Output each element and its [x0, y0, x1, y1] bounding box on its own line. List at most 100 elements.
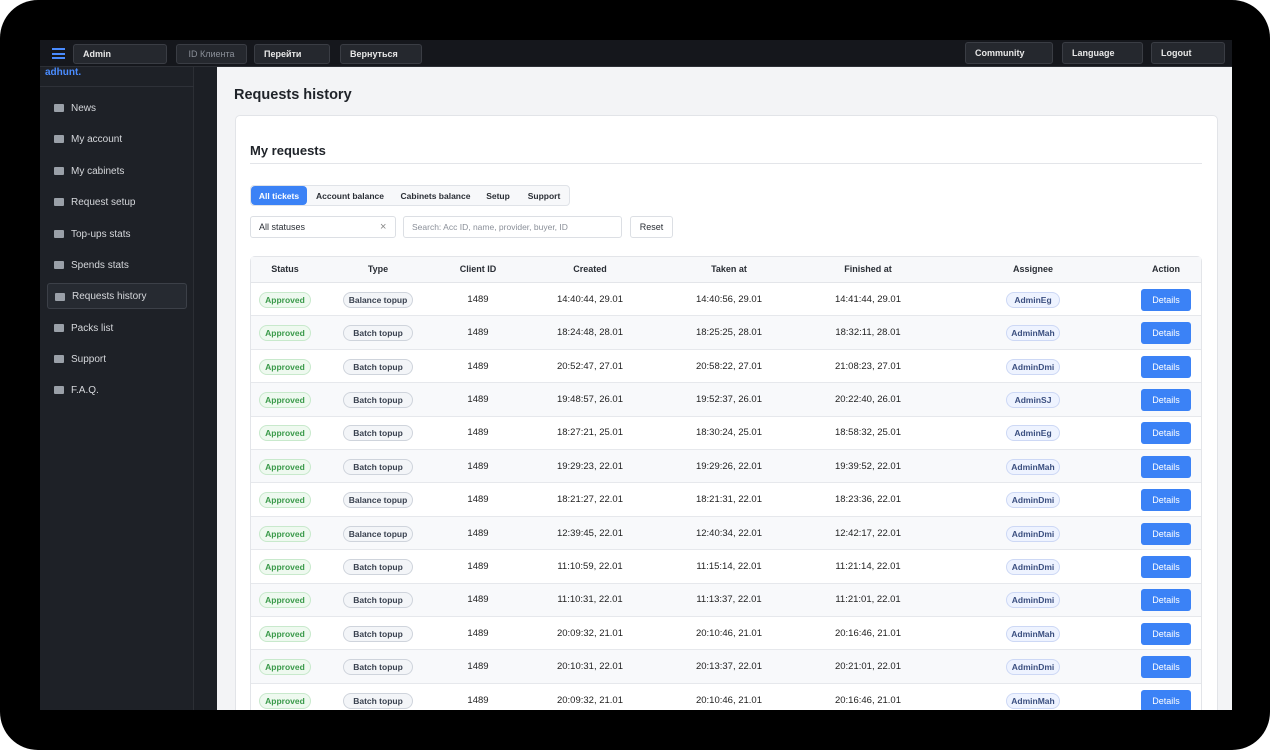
sidebar-icon	[54, 386, 64, 394]
sidebar-item[interactable]: Top-ups stats	[47, 221, 187, 247]
table-cell: 19:29:26, 22.01	[695, 460, 763, 472]
tab[interactable]: All tickets	[251, 186, 307, 205]
details-button[interactable]: Details	[1141, 355, 1191, 378]
status-badge: Approved	[259, 425, 311, 442]
table-cell: 14:40:56, 29.01	[695, 293, 763, 305]
type-badge: Batch topup	[343, 625, 413, 642]
back-button[interactable]: Вернуться	[340, 44, 422, 64]
type-badge: Balance topup	[343, 291, 413, 308]
type-badge: Batch topup	[343, 592, 413, 609]
table-cell: 1489	[467, 661, 489, 673]
screen: Admin ID Клиента Перейти Вернуться Community…	[40, 40, 1232, 710]
assignee-badge: AdminDmi	[1006, 492, 1060, 509]
client-id-input[interactable]: ID Клиента	[176, 44, 247, 64]
table-cell: 14:40:44, 29.01	[556, 293, 624, 305]
search-input[interactable]: Search: Acc ID, name, provider, buyer, I…	[403, 216, 622, 238]
menu-bar	[52, 52, 65, 55]
sidebar-item[interactable]: My cabinets	[47, 158, 187, 184]
table-cell: 11:10:59, 22.01	[557, 560, 623, 572]
assignee-badge: AdminMah	[1006, 692, 1060, 709]
type-badge: Batch topup	[343, 558, 413, 575]
card-title: My requests	[250, 143, 326, 158]
table-cell: 19:48:57, 26.01	[556, 393, 624, 405]
details-button[interactable]: Details	[1141, 589, 1191, 612]
type-badge: Batch topup	[343, 692, 413, 709]
details-button[interactable]: Details	[1141, 322, 1191, 345]
table-cell: 18:23:36, 22.01	[834, 494, 902, 506]
column-header: Assignee	[1012, 264, 1054, 274]
type-badge: Batch topup	[343, 458, 413, 475]
table-cell: 11:10:31, 22.01	[557, 594, 623, 606]
sidebar-item[interactable]: My account	[47, 126, 187, 152]
reset-button[interactable]: Reset	[630, 216, 673, 238]
logout-button[interactable]: Logout	[1151, 42, 1225, 64]
sidebar-divider	[40, 86, 194, 87]
sidebar-icon	[55, 293, 65, 301]
sidebar-item[interactable]: Request setup	[47, 189, 187, 215]
type-badge: Batch topup	[343, 391, 413, 408]
details-button[interactable]: Details	[1141, 455, 1191, 478]
type-badge: Batch topup	[343, 659, 413, 676]
language-button[interactable]: Language	[1062, 42, 1143, 64]
sidebar-icon	[54, 135, 64, 143]
details-button[interactable]: Details	[1141, 489, 1191, 512]
table-cell: 20:16:46, 21.01	[834, 627, 902, 639]
details-button[interactable]: Details	[1141, 388, 1191, 411]
details-button[interactable]: Details	[1141, 555, 1191, 578]
tab[interactable]: Setup	[486, 190, 510, 201]
table-cell: 12:40:34, 22.01	[695, 527, 763, 539]
tab[interactable]: Support	[527, 190, 561, 201]
table-cell: 18:21:27, 22.01	[556, 494, 624, 506]
table-cell: 12:39:45, 22.01	[556, 527, 624, 539]
column-header: Finished at	[844, 264, 892, 274]
status-badge: Approved	[259, 391, 311, 408]
table-cell: 19:39:52, 22.01	[834, 460, 902, 472]
table-cell: 20:13:37, 22.01	[695, 661, 763, 673]
table-cell: 1489	[467, 327, 489, 339]
tab[interactable]: Cabinets balance	[400, 190, 471, 201]
table-cell: 11:15:14, 22.01	[696, 560, 762, 572]
column-header: Type	[367, 264, 389, 274]
user-dropdown[interactable]: Admin	[73, 44, 167, 64]
assignee-badge: AdminSJ	[1006, 391, 1060, 408]
details-button[interactable]: Details	[1141, 288, 1191, 311]
sidebar-icon	[54, 167, 64, 175]
status-badge: Approved	[259, 358, 311, 375]
status-badge: Approved	[259, 458, 311, 475]
community-button[interactable]: Community	[965, 42, 1053, 64]
table-cell: 18:21:31, 22.01	[695, 494, 763, 506]
table-cell: 19:29:23, 22.01	[556, 460, 624, 472]
assignee-badge: AdminDmi	[1006, 659, 1060, 676]
table-cell: 20:10:31, 22.01	[556, 661, 624, 673]
details-button[interactable]: Details	[1141, 422, 1191, 445]
details-button[interactable]: Details	[1141, 622, 1191, 645]
assignee-badge: AdminMah	[1006, 458, 1060, 475]
assignee-badge: AdminDmi	[1006, 525, 1060, 542]
table-cell: 20:10:46, 21.01	[695, 694, 763, 706]
sidebar-item[interactable]: F.A.Q.	[47, 377, 187, 403]
status-badge: Approved	[259, 659, 311, 676]
sidebar-item[interactable]: Packs list	[47, 315, 187, 341]
table-cell: 20:22:40, 26.01	[834, 393, 902, 405]
table-cell: 18:24:48, 28.01	[556, 327, 624, 339]
type-badge: Batch topup	[343, 325, 413, 342]
assignee-badge: AdminEg	[1006, 291, 1060, 308]
column-header: Created	[573, 264, 607, 274]
sidebar-item[interactable]: Requests history	[47, 283, 187, 309]
details-button[interactable]: Details	[1141, 689, 1191, 710]
status-badge: Approved	[259, 592, 311, 609]
status-filter[interactable]: All statuses	[250, 216, 396, 238]
sidebar-icon	[54, 104, 64, 112]
sidebar-item[interactable]: Spends stats	[47, 252, 187, 278]
details-button[interactable]: Details	[1141, 656, 1191, 679]
sidebar-item[interactable]: News	[47, 95, 187, 121]
details-button[interactable]: Details	[1141, 522, 1191, 545]
menu-button[interactable]	[52, 48, 65, 59]
table-cell: 1489	[467, 293, 489, 305]
table-cell: 18:32:11, 28.01	[835, 327, 901, 339]
assignee-badge: AdminDmi	[1006, 358, 1060, 375]
go-button[interactable]: Перейти	[254, 44, 330, 64]
sidebar-item[interactable]: Support	[47, 346, 187, 372]
tab[interactable]: Account balance	[315, 190, 385, 201]
status-badge: Approved	[259, 325, 311, 342]
